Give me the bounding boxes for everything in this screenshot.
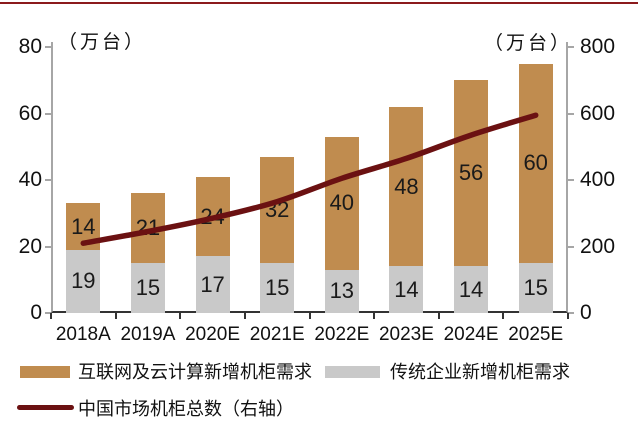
right-axis-tick-label: 200 — [580, 234, 616, 258]
axis-tick — [373, 313, 376, 319]
bar-value-label-traditional: 15 — [523, 275, 548, 301]
axis-tick — [45, 112, 51, 115]
right-axis-tick-label: 600 — [580, 101, 616, 125]
legend-label-total-line: 中国市场机柜总数（右轴） — [78, 399, 294, 419]
left-axis-tick-label: 60 — [18, 101, 42, 125]
bar-value-label-internet: 32 — [264, 196, 290, 222]
bar-segment-traditional — [454, 266, 489, 313]
bar-segment-traditional — [195, 256, 230, 313]
x-axis-tick-label: 2025E — [508, 324, 564, 345]
bar-value-label-traditional: 19 — [71, 268, 96, 294]
bar-segment-traditional — [260, 263, 295, 313]
axis-tick — [568, 312, 574, 314]
axis-tick — [179, 313, 182, 319]
bar-value-label-traditional: 14 — [394, 276, 419, 302]
axis-tick — [502, 313, 505, 319]
x-axis-tick-label: 2020E — [185, 324, 241, 345]
left-axis-unit-label: （万台） — [58, 32, 147, 53]
left-axis-tick-label: 40 — [18, 168, 42, 191]
legend-label-traditional: 传统企业新增机柜需求 — [390, 362, 570, 382]
axis-tick — [45, 46, 51, 48]
right-axis-tick-label: 800 — [580, 35, 616, 58]
bar-value-label-internet: 56 — [458, 160, 484, 186]
bar-segment-traditional — [389, 266, 424, 313]
bar-value-label-traditional: 13 — [329, 278, 355, 304]
axis-tick — [568, 179, 574, 181]
bar-value-label-traditional: 15 — [264, 275, 290, 301]
x-axis-tick-label: 2018A — [55, 324, 111, 345]
left-axis-tick-label: 0 — [30, 301, 42, 324]
bar-segment-traditional — [130, 263, 165, 313]
bar-segment-traditional — [518, 263, 553, 313]
axis-tick — [45, 179, 51, 181]
axis-tick — [45, 245, 51, 248]
axis-tick — [114, 313, 117, 319]
bar-value-label-traditional: 14 — [458, 276, 484, 302]
left-axis-tick-label: 20 — [18, 234, 42, 258]
left-axis-tick-label: 80 — [18, 35, 42, 58]
plot-area — [51, 42, 568, 313]
x-axis-tick-label: 2019A — [120, 324, 176, 345]
axis-tick — [568, 245, 574, 248]
right-axis-tick-label: 400 — [580, 168, 616, 191]
axis-tick — [567, 313, 569, 319]
x-axis-tick-label: 2023E — [378, 324, 434, 345]
axis-tick — [243, 313, 246, 319]
x-axis-tick-label: 2024E — [443, 324, 499, 345]
axis-tick — [308, 313, 311, 319]
legend-swatch-internet — [20, 366, 70, 378]
bar-value-label-traditional: 15 — [135, 275, 161, 301]
legend-swatch-traditional — [325, 366, 380, 378]
axis-tick — [568, 46, 574, 48]
x-axis-tick-label: 2022E — [314, 324, 370, 345]
bar-value-label-internet: 14 — [71, 213, 96, 239]
right-axis-tick-label: 0 — [580, 301, 592, 324]
axis-tick — [50, 313, 52, 319]
axis-tick — [45, 312, 51, 314]
x-axis-tick-label: 2021E — [249, 324, 305, 345]
axis-tick — [568, 112, 574, 115]
bar-value-label-traditional: 17 — [200, 271, 225, 297]
bar-segment-traditional — [324, 269, 359, 313]
bar-value-label-internet: 24 — [200, 203, 225, 229]
bar-value-label-internet: 48 — [394, 173, 419, 199]
bar-value-label-internet: 40 — [329, 190, 355, 216]
bar-value-label-internet: 60 — [523, 150, 548, 176]
bar-value-label-internet: 21 — [135, 215, 161, 241]
legend-swatch-total-line — [17, 405, 74, 410]
legend-label-internet: 互联网及云计算新增机柜需求 — [78, 362, 312, 382]
axis-tick — [437, 313, 440, 319]
bar-segment-traditional — [66, 249, 101, 313]
right-axis-unit-label: （万台） — [484, 33, 573, 54]
top-border-rule — [0, 2, 638, 4]
